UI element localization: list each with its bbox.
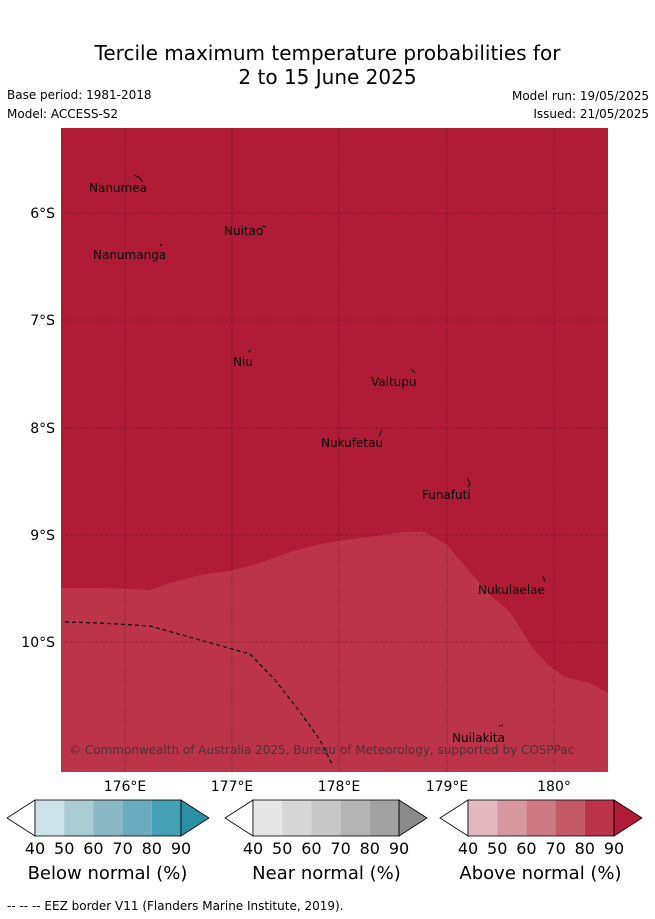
colorbar-segment [64, 800, 94, 836]
colorbar-tick-label: 70 [545, 839, 565, 858]
colorbar-tick-label: 40 [25, 839, 45, 858]
colorbar-segment [468, 800, 498, 836]
lat-label-6s: 6°S [30, 206, 55, 222]
colorbar-segment [526, 800, 556, 836]
colorbar-outline [34, 799, 182, 837]
lat-label-9s: 9°S [30, 528, 55, 544]
lon-label-176e: 176°E [104, 779, 147, 795]
island-marks [133, 174, 546, 727]
colorbar-tick-label: 70 [330, 839, 350, 858]
colorbar-tick-label: 80 [575, 839, 595, 858]
model-run: Model run: 19/05/2025 [511, 89, 649, 103]
colorbar-below-normal: 40 50 60 70 80 90 [6, 799, 210, 858]
place-label-niu: Niu [233, 355, 253, 369]
colorbar-outline [252, 799, 400, 837]
map-title-line1: Tercile maximum temperature probabilitie… [94, 41, 561, 65]
eez-border [64, 621, 334, 767]
colorbar-segment [93, 800, 123, 836]
lon-label-177e: 177°E [211, 779, 254, 795]
colorbar-segment [35, 800, 65, 836]
colorbar-extension-high [180, 799, 210, 837]
colorbar-extension-low [224, 799, 254, 837]
colorbar-label-near: Near normal (%) [252, 863, 401, 884]
colorbar-tick-label: 50 [272, 839, 292, 858]
colorbar-segment [584, 800, 614, 836]
colorbar-segment [253, 800, 283, 836]
map-title-line2: 2 to 15 June 2025 [238, 65, 417, 89]
colorbar-extension-high [613, 799, 643, 837]
colorbar-segment [282, 800, 312, 836]
colorbar-tick-label: 50 [487, 839, 507, 858]
colorbar-segment [122, 800, 152, 836]
colorbar-segment [151, 800, 181, 836]
colorbar-tick-label: 40 [458, 839, 478, 858]
colorbar-extension-low [6, 799, 36, 837]
colorbar-extension-low [439, 799, 469, 837]
place-label-vaitupu: Vaitupu [371, 375, 417, 389]
colorbar-label-below: Below normal (%) [27, 863, 188, 884]
colorbar-tick-label: 60 [516, 839, 536, 858]
lon-label-180: 180° [537, 779, 571, 795]
colorbar-tick-label: 60 [301, 839, 321, 858]
colorbar-tick-label: 90 [389, 839, 409, 858]
colorbar-tick-label: 90 [604, 839, 624, 858]
place-label-nanumea: Nanumea [89, 181, 147, 195]
colorbar-outline [467, 799, 615, 837]
region-above-80 [61, 532, 608, 772]
colorbar-extension-high [398, 799, 428, 837]
graticule [61, 128, 608, 772]
eez-legend-footer: -- -- -- EEZ border V11 (Flanders Marine… [7, 899, 344, 913]
lat-label-7s: 7°S [30, 313, 55, 329]
colorbar-tick-label: 70 [112, 839, 132, 858]
place-label-nuilakita: Nuilakita [452, 731, 505, 745]
issued-date: Issued: 21/05/2025 [533, 107, 649, 121]
copyright-notice: © Commonwealth of Australia 2025, Bureau… [69, 743, 574, 757]
colorbar-segment [555, 800, 585, 836]
colorbar-above-normal: 40 50 60 70 80 90 [439, 799, 643, 858]
colorbar-tick-label: 80 [142, 839, 162, 858]
colorbar-segment [369, 800, 399, 836]
lat-label-8s: 8°S [30, 421, 55, 437]
colorbar-label-above: Above normal (%) [459, 863, 622, 884]
colorbar-tick-label: 60 [83, 839, 103, 858]
lon-label-178e: 178°E [318, 779, 361, 795]
colorbar-segment [340, 800, 370, 836]
place-label-nuitao: Nuitao [224, 224, 263, 238]
place-label-funafuti: Funafuti [422, 488, 471, 502]
colorbar-segment [497, 800, 527, 836]
place-label-nukufetau: Nukufetau [321, 436, 383, 450]
base-period: Base period: 1981-2018 [7, 88, 152, 102]
colorbar-segment [311, 800, 341, 836]
colorbar-tick-label: 90 [171, 839, 191, 858]
place-label-nanumanga: Nanumanga [93, 248, 166, 262]
lon-label-179e: 179°E [426, 779, 469, 795]
model-name: Model: ACCESS-S2 [7, 107, 119, 121]
place-label-nukulaelae: Nukulaelae [478, 583, 545, 597]
colorbar-tick-label: 80 [360, 839, 380, 858]
colorbar-tick-label: 40 [243, 839, 263, 858]
colorbar-tick-label: 50 [54, 839, 74, 858]
lat-label-10s: 10°S [21, 635, 55, 651]
colorbar-near-normal: 40 50 60 70 80 90 [224, 799, 428, 858]
